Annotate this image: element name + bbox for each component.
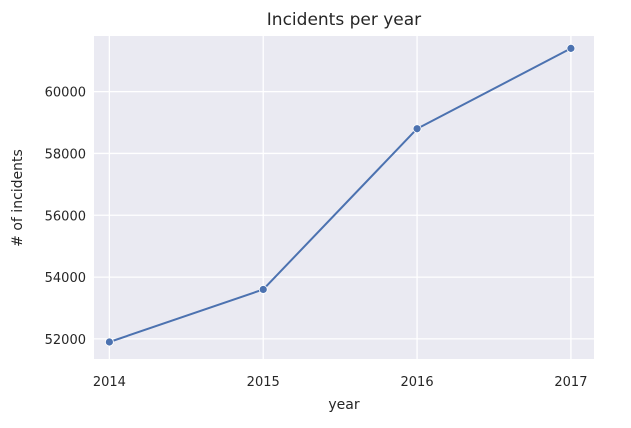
x-tick-label: 2016 <box>401 375 434 390</box>
x-axis-ticks: 2014 2015 2016 2017 <box>93 375 588 390</box>
y-tick-label: 60000 <box>45 86 86 101</box>
data-point <box>104 337 114 347</box>
y-tick-label: 56000 <box>45 209 86 224</box>
series-layer <box>104 43 576 347</box>
y-axis-ticks: 52000 54000 56000 58000 60000 <box>45 86 86 348</box>
data-point <box>566 43 576 53</box>
y-axis-title: # of incidents <box>10 149 26 247</box>
data-point <box>412 124 422 134</box>
y-tick-label: 52000 <box>45 333 86 348</box>
data-point <box>258 285 268 294</box>
y-tick-label: 58000 <box>45 147 86 162</box>
plot-area <box>94 36 594 359</box>
x-tick-label: 2015 <box>247 375 280 390</box>
gridlines <box>94 36 594 359</box>
x-tick-label: 2017 <box>554 375 587 390</box>
x-axis-title: year <box>328 397 359 413</box>
x-tick-label: 2014 <box>93 375 126 390</box>
y-tick-label: 54000 <box>45 271 86 286</box>
chart-title: Incidents per year <box>267 10 421 30</box>
series-line <box>109 47 572 343</box>
